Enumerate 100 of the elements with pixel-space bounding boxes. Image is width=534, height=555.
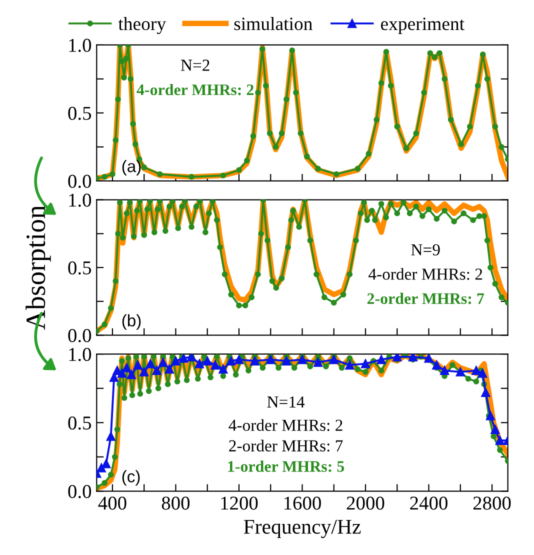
y-tick-label: 0.5 <box>68 416 92 430</box>
annotation: (a) <box>122 160 141 176</box>
point <box>366 150 372 157</box>
point <box>202 356 212 366</box>
point <box>492 124 498 130</box>
annotation: (c) <box>122 470 140 486</box>
point <box>152 366 162 376</box>
point <box>106 432 116 441</box>
point <box>466 124 473 130</box>
point <box>374 116 380 123</box>
y-tick-label: 1.0 <box>69 194 92 207</box>
x-tick-label: 1600 <box>284 496 321 510</box>
point <box>141 164 148 170</box>
point <box>289 47 296 54</box>
point <box>266 130 273 136</box>
x-tick-label: 1200 <box>221 496 258 510</box>
y-tick-label: 1.0 <box>69 38 92 52</box>
point <box>440 366 450 376</box>
point <box>427 50 434 56</box>
legend-label: simulation <box>234 16 312 30</box>
point <box>392 354 402 362</box>
annotation: (b) <box>122 314 141 330</box>
legend-label: experiment <box>380 18 464 34</box>
point <box>490 424 500 434</box>
y-tick-label: 1.0 <box>69 348 92 362</box>
point <box>121 74 127 81</box>
x-tick-label: 2000 <box>346 496 384 510</box>
point <box>298 355 307 364</box>
point <box>236 167 242 173</box>
y-tick-label: 0.5 <box>68 106 92 120</box>
point <box>304 154 310 160</box>
point <box>179 354 188 363</box>
point <box>244 158 250 164</box>
annotation: 1-order MHRs: 5 <box>228 460 344 472</box>
y-tick-label: 0.0 <box>68 174 92 188</box>
annotation: N=14 <box>267 396 305 408</box>
point <box>210 360 220 370</box>
point <box>345 360 354 370</box>
point <box>388 82 394 89</box>
y-axis-title: Absorption <box>26 205 51 330</box>
point <box>164 364 174 374</box>
annotation: 2-order MHRs: 7 <box>229 440 343 452</box>
point <box>218 364 228 374</box>
point <box>146 359 155 368</box>
y-tick-label: 0.5 <box>68 261 92 275</box>
point <box>394 124 400 130</box>
point <box>378 80 384 86</box>
point <box>481 388 490 397</box>
point <box>284 96 290 102</box>
point <box>421 90 427 96</box>
point <box>442 76 448 82</box>
point <box>298 130 304 136</box>
legend-label: theory <box>118 16 166 34</box>
point <box>130 120 136 127</box>
point <box>360 359 370 368</box>
point <box>140 367 149 376</box>
point <box>158 358 168 367</box>
point <box>220 172 226 178</box>
point <box>112 137 119 144</box>
point <box>333 171 340 178</box>
point <box>156 171 163 178</box>
point <box>432 54 438 60</box>
point <box>272 144 279 150</box>
annotation: N=9 <box>411 244 440 256</box>
point <box>314 358 323 367</box>
point <box>495 436 504 445</box>
point <box>110 372 119 382</box>
point <box>486 411 495 420</box>
x-tick-label: 2800 <box>473 496 511 510</box>
point <box>383 48 390 55</box>
point <box>315 166 321 172</box>
point <box>255 90 261 96</box>
point <box>102 174 108 180</box>
x-tick-label: 400 <box>98 496 126 510</box>
point <box>133 360 142 370</box>
point <box>376 355 386 364</box>
point <box>250 133 256 139</box>
point <box>436 50 442 56</box>
point <box>102 459 111 468</box>
point <box>128 76 134 82</box>
point <box>278 130 285 136</box>
x-tick-label: 800 <box>162 496 190 510</box>
point <box>250 356 260 366</box>
point <box>408 354 418 362</box>
point <box>484 76 490 82</box>
point <box>110 171 116 178</box>
point <box>403 145 410 152</box>
point <box>498 144 504 150</box>
point <box>329 355 338 364</box>
point <box>472 366 481 376</box>
point <box>122 363 132 372</box>
annotation: 4-order MHRs: 2 <box>368 268 482 280</box>
y-tick-label: 0.0 <box>68 484 92 498</box>
point <box>259 46 266 52</box>
y-tick-label: 0.0 <box>68 329 92 342</box>
point <box>126 370 136 380</box>
point <box>171 356 180 366</box>
annotation: N=2 <box>180 60 210 71</box>
point <box>262 82 269 89</box>
point <box>478 368 488 378</box>
